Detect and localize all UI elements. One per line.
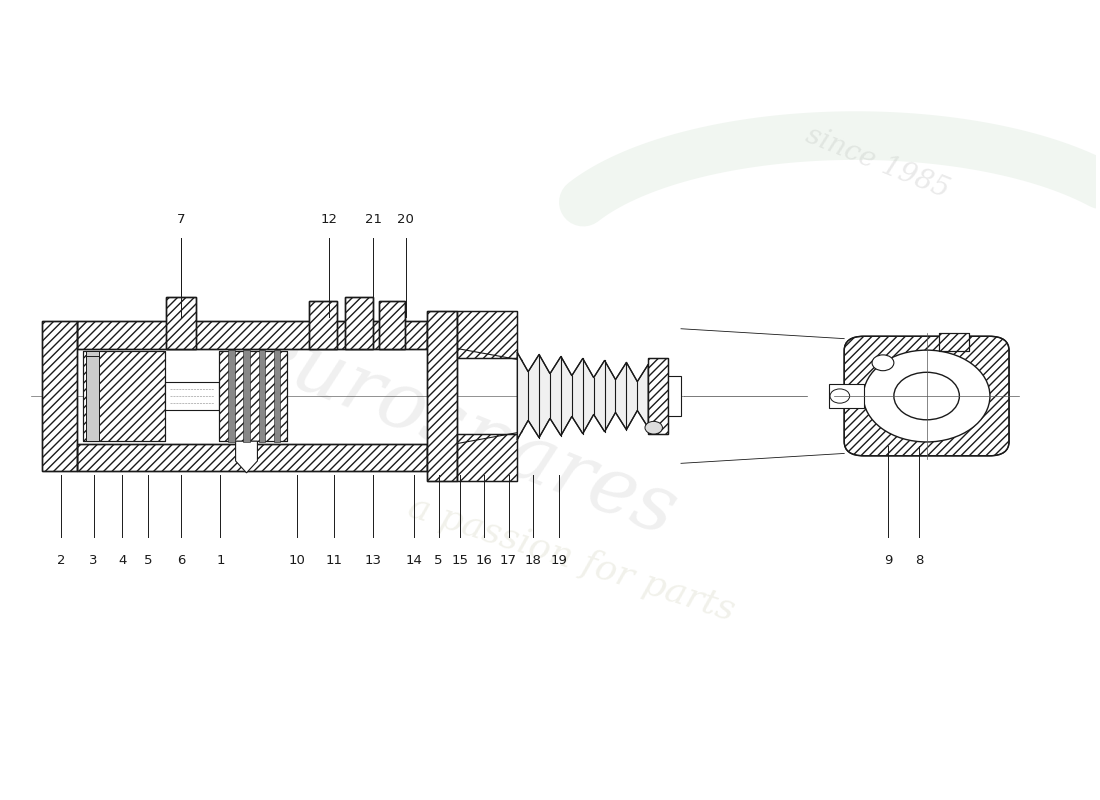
Circle shape bbox=[894, 372, 959, 420]
Bar bbox=[77, 321, 427, 349]
Bar bbox=[648, 358, 668, 434]
Bar bbox=[77, 321, 427, 349]
Text: 4: 4 bbox=[118, 554, 127, 567]
Bar bbox=[166, 297, 196, 349]
Circle shape bbox=[864, 350, 990, 442]
Bar bbox=[243, 350, 250, 442]
Bar bbox=[77, 443, 427, 471]
Text: 13: 13 bbox=[364, 554, 382, 567]
Bar bbox=[427, 311, 458, 481]
Bar bbox=[378, 301, 405, 349]
Text: since 1985: since 1985 bbox=[802, 122, 953, 203]
Bar bbox=[309, 301, 337, 349]
Bar bbox=[274, 350, 280, 442]
Text: 5: 5 bbox=[144, 554, 153, 567]
Bar bbox=[77, 443, 427, 471]
Polygon shape bbox=[517, 353, 648, 439]
Bar bbox=[43, 321, 77, 471]
Bar bbox=[309, 301, 337, 349]
Text: 10: 10 bbox=[288, 554, 305, 567]
Text: 21: 21 bbox=[364, 213, 382, 226]
Bar bbox=[43, 321, 77, 471]
Text: 18: 18 bbox=[524, 554, 541, 567]
Text: 9: 9 bbox=[884, 554, 892, 567]
Bar bbox=[648, 358, 668, 434]
Text: 19: 19 bbox=[550, 554, 568, 567]
Circle shape bbox=[830, 389, 849, 403]
Bar bbox=[166, 297, 196, 349]
Bar bbox=[219, 351, 287, 441]
Bar bbox=[43, 321, 77, 471]
Polygon shape bbox=[458, 432, 522, 443]
Text: 12: 12 bbox=[321, 213, 338, 226]
Bar bbox=[458, 311, 517, 358]
Bar bbox=[378, 301, 405, 349]
Bar bbox=[378, 301, 405, 349]
Text: eurospares: eurospares bbox=[238, 310, 688, 553]
Bar bbox=[82, 351, 165, 441]
Text: 14: 14 bbox=[405, 554, 422, 567]
Bar bbox=[258, 350, 265, 442]
Bar bbox=[219, 351, 287, 441]
Bar bbox=[228, 350, 234, 442]
Polygon shape bbox=[86, 357, 99, 441]
Bar bbox=[344, 297, 373, 349]
Text: 3: 3 bbox=[89, 554, 98, 567]
Bar bbox=[166, 297, 196, 349]
Polygon shape bbox=[86, 351, 99, 436]
Bar bbox=[829, 384, 864, 408]
Bar bbox=[938, 333, 969, 350]
Bar bbox=[648, 358, 668, 434]
Text: 7: 7 bbox=[177, 213, 185, 226]
Bar bbox=[77, 443, 427, 471]
Bar bbox=[165, 382, 219, 410]
Bar bbox=[458, 311, 517, 358]
Text: 17: 17 bbox=[500, 554, 517, 567]
Text: 16: 16 bbox=[476, 554, 493, 567]
Polygon shape bbox=[235, 441, 257, 473]
Bar bbox=[458, 311, 517, 358]
Bar bbox=[938, 333, 969, 350]
Bar bbox=[165, 382, 219, 410]
Text: 8: 8 bbox=[915, 554, 923, 567]
Text: 15: 15 bbox=[452, 554, 469, 567]
Bar bbox=[458, 434, 517, 481]
Text: 5: 5 bbox=[434, 554, 443, 567]
Bar bbox=[82, 351, 165, 441]
Bar bbox=[344, 297, 373, 349]
Polygon shape bbox=[458, 349, 522, 361]
Polygon shape bbox=[668, 376, 681, 416]
Bar bbox=[427, 311, 458, 481]
Text: 2: 2 bbox=[57, 554, 65, 567]
Bar bbox=[458, 434, 517, 481]
Text: 20: 20 bbox=[397, 213, 415, 226]
Bar bbox=[82, 351, 165, 441]
Text: a passion for parts: a passion for parts bbox=[404, 490, 739, 627]
Bar bbox=[344, 297, 373, 349]
Bar bbox=[77, 321, 427, 349]
Bar bbox=[458, 434, 517, 481]
Text: 11: 11 bbox=[326, 554, 342, 567]
Circle shape bbox=[872, 355, 894, 370]
Bar bbox=[309, 301, 337, 349]
Bar bbox=[427, 311, 458, 481]
Text: 1: 1 bbox=[216, 554, 224, 567]
Text: 6: 6 bbox=[177, 554, 185, 567]
FancyBboxPatch shape bbox=[844, 336, 1009, 456]
Bar bbox=[219, 351, 287, 441]
Circle shape bbox=[645, 422, 662, 434]
Bar bbox=[938, 333, 969, 350]
